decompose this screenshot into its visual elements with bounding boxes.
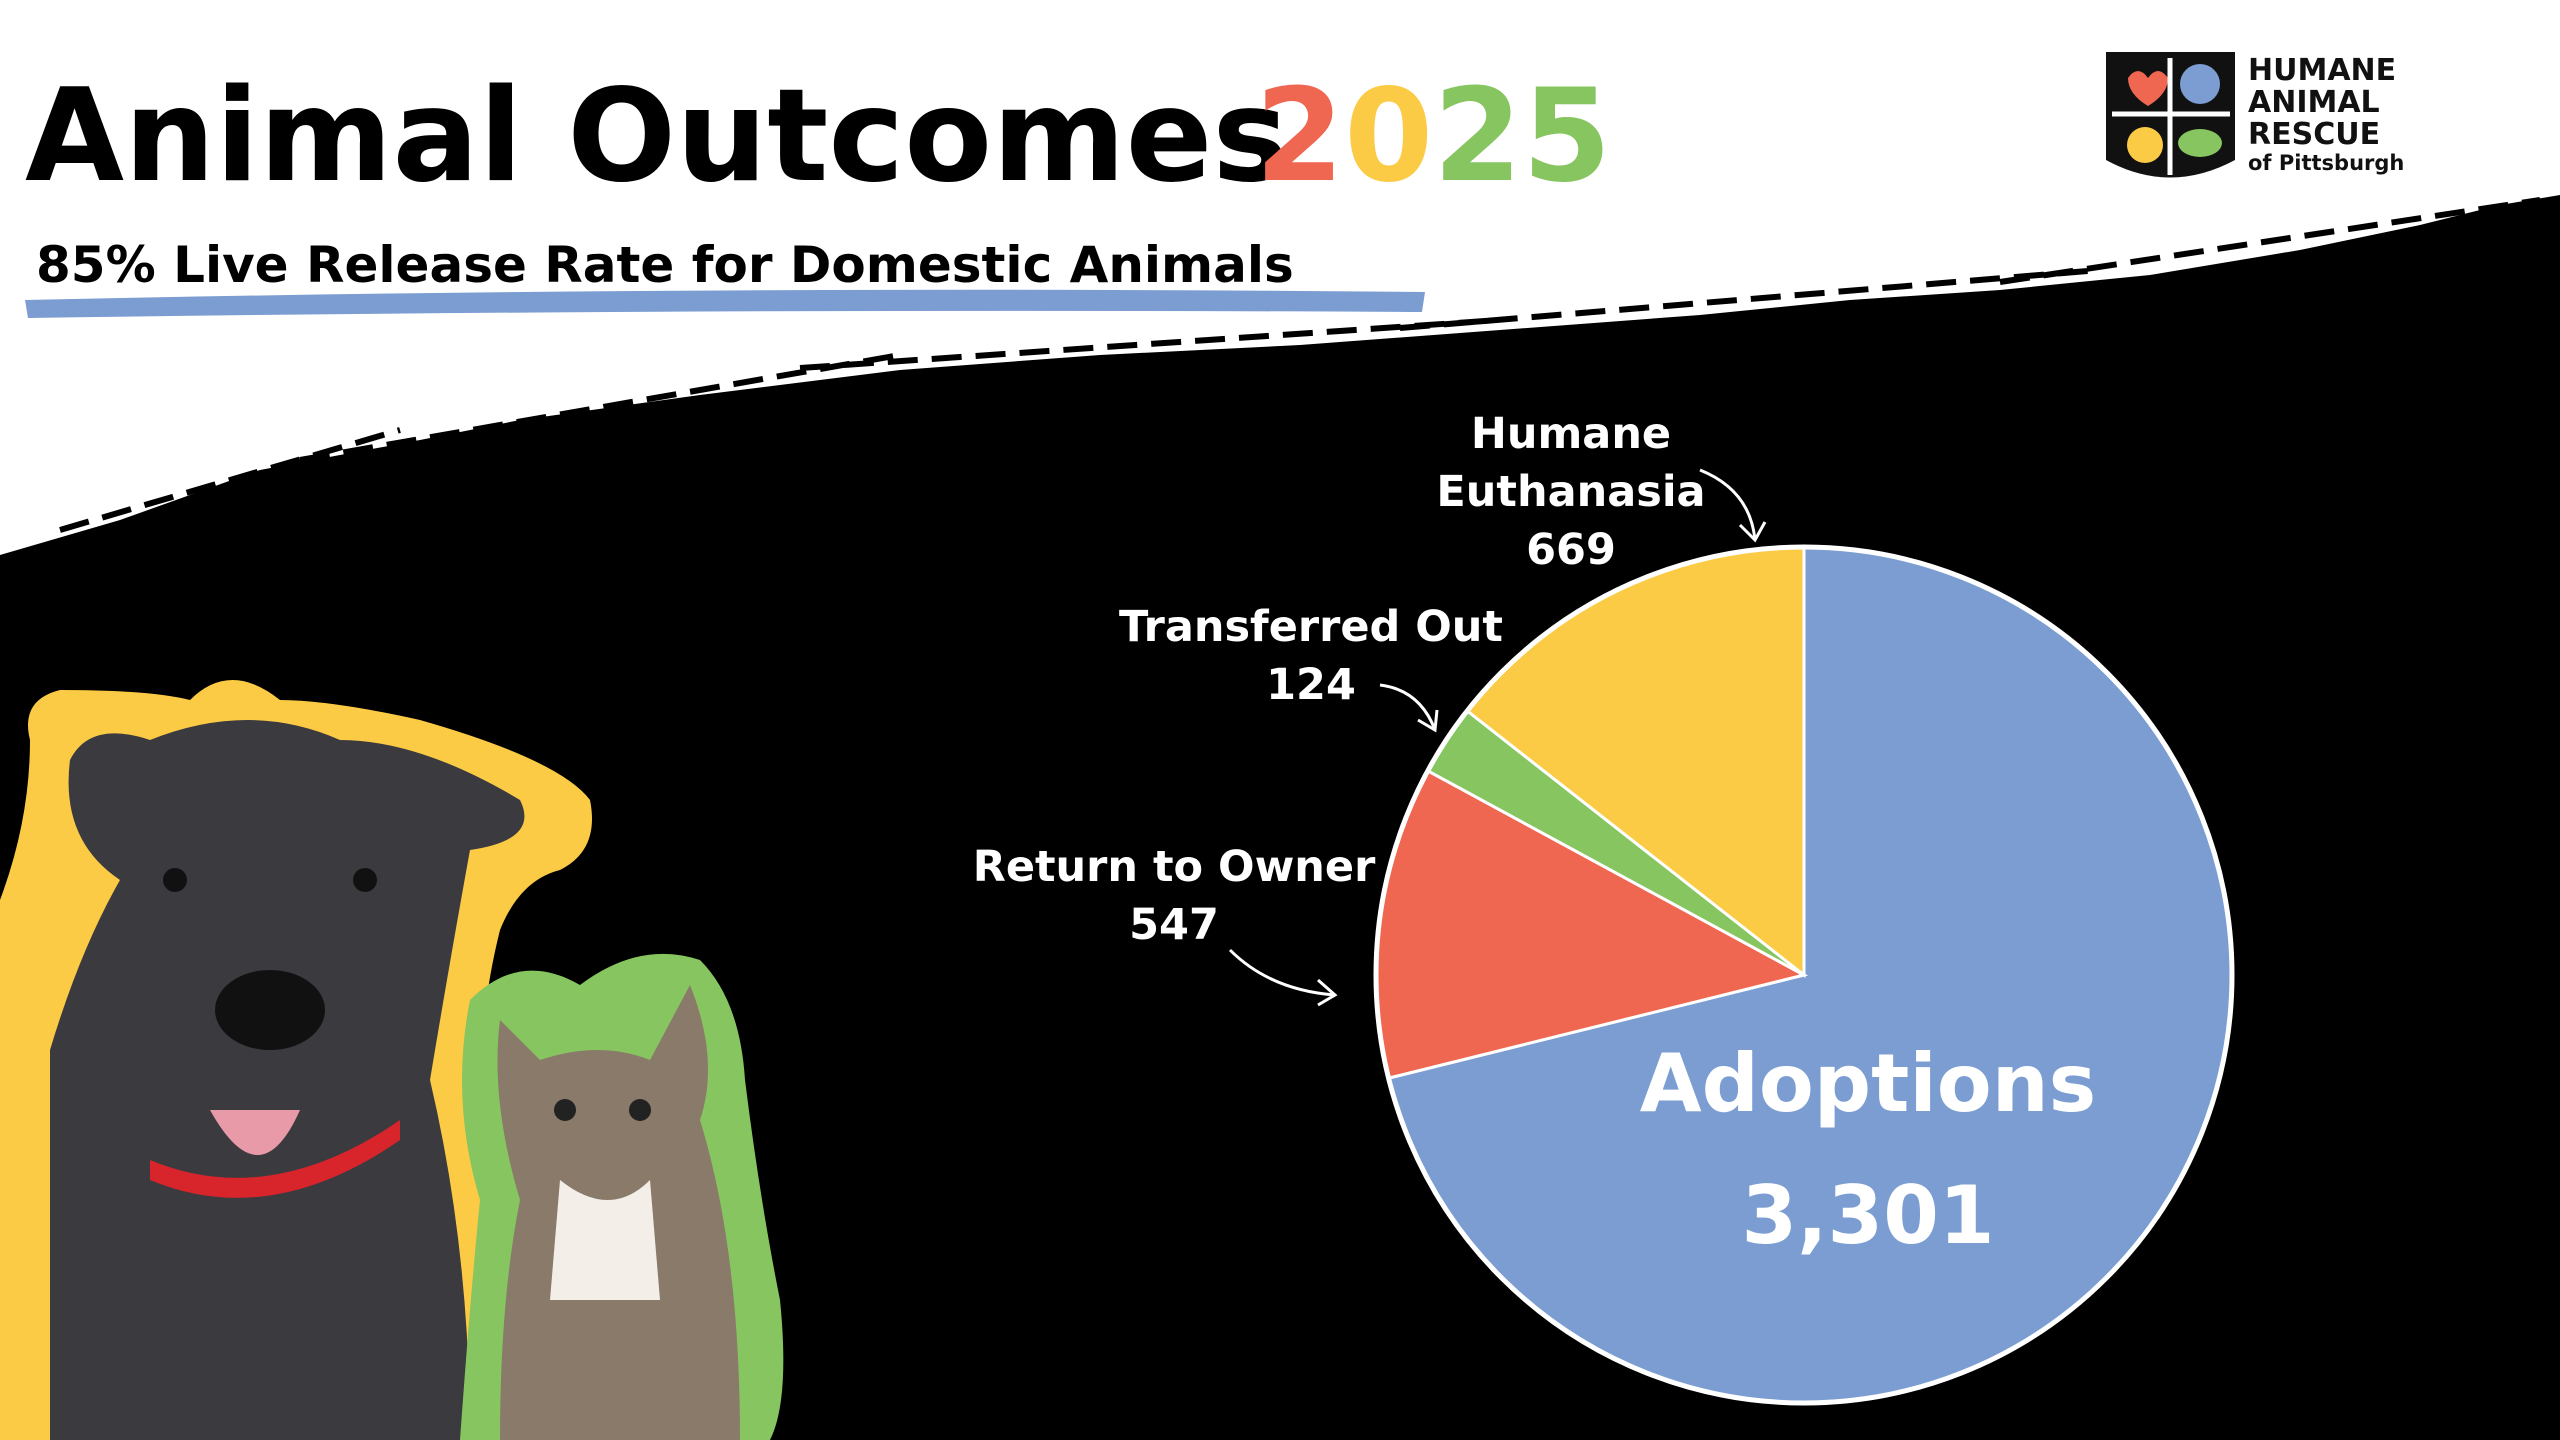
logo-text: HUMANE (2248, 53, 2396, 88)
chart-title: Animal Outcomes (25, 62, 1289, 211)
kitten-photo (460, 953, 784, 1440)
logo-leaf (2178, 129, 2222, 157)
leader-arrow (1228, 468, 1767, 1007)
slice-value: 124 (1266, 660, 1356, 710)
subtitle: 85% Live Release Rate for Domestic Anima… (36, 236, 1294, 294)
logo-tagline: of Pittsburgh (2248, 151, 2404, 175)
slice-label: Return to Owner (972, 842, 1376, 892)
brush-texture (59, 197, 2541, 533)
logo-dog (2180, 64, 2220, 104)
logo-cat (2127, 127, 2163, 163)
subtitle-underline (25, 289, 1425, 318)
logo-text: RESCUE (2248, 117, 2380, 152)
slice-label: Transferred Out (1119, 602, 1503, 652)
slice-value: 669 (1526, 525, 1616, 575)
dog-photo (0, 680, 592, 1440)
slice-value: 3,301 (1741, 1169, 1995, 1262)
slice-label: Humane Euthanasia (1436, 409, 1706, 517)
slice-value: 547 (1129, 900, 1219, 950)
logo (2106, 52, 2235, 178)
logo-text: ANIMAL (2248, 85, 2380, 120)
chart-title-year: 2025 (1255, 62, 1611, 211)
logo-heart (2128, 71, 2168, 106)
pie-outline (1373, 544, 2235, 1406)
slice-label: Adoptions (1639, 1037, 2097, 1130)
